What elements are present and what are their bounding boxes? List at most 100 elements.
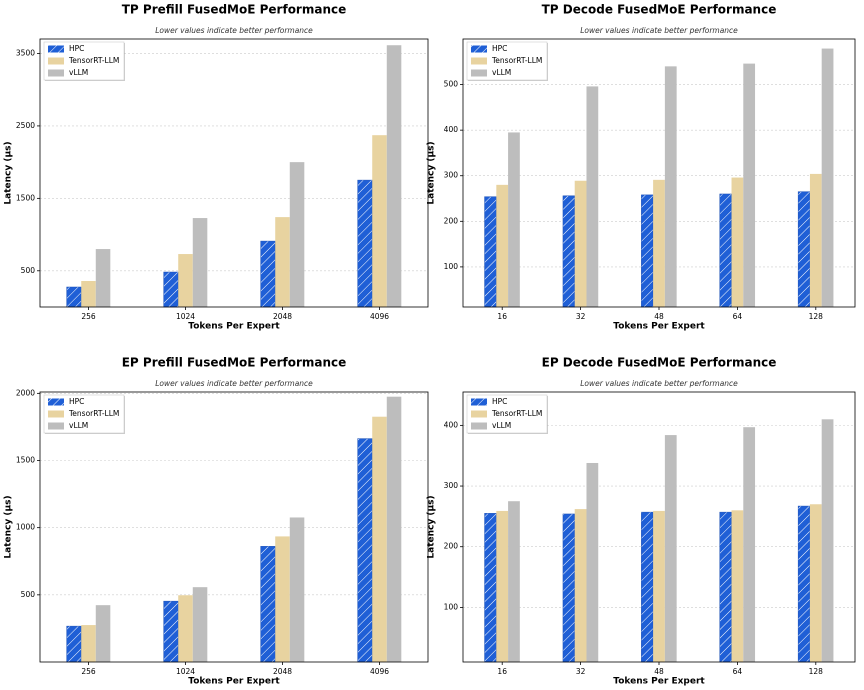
bar <box>386 45 402 308</box>
bar <box>809 173 822 307</box>
legend-label: vLLM <box>69 68 88 77</box>
bar <box>719 193 732 308</box>
legend-label: HPC <box>69 397 84 406</box>
bar <box>95 249 111 307</box>
bar <box>731 510 744 662</box>
bar <box>821 48 834 307</box>
bar <box>586 86 599 307</box>
x-tick-label: 64 <box>733 667 743 676</box>
bar <box>357 179 373 308</box>
x-tick-label: 2048 <box>273 667 292 676</box>
x-axis-label: Tokens Per Expert <box>613 677 705 687</box>
bar <box>743 427 756 662</box>
y-axis-label: Latency (μs) <box>427 141 437 204</box>
x-tick-label: 256 <box>81 312 96 321</box>
bar <box>653 510 665 662</box>
plot-frame <box>39 38 429 308</box>
bar <box>484 513 497 663</box>
bar <box>719 511 732 663</box>
bar <box>821 419 834 662</box>
legend-swatch <box>48 398 64 406</box>
y-tick-label: 100 <box>444 262 459 271</box>
chart-title: TP Prefill FusedMoE Performance <box>122 3 347 17</box>
y-tick-label: 1500 <box>16 193 35 202</box>
bar <box>484 196 497 308</box>
legend-label: vLLM <box>69 421 88 430</box>
bar <box>809 504 822 662</box>
bar <box>508 501 520 662</box>
y-tick-label: 1500 <box>16 456 35 465</box>
legend-label: TensorRT-LLM <box>68 56 119 65</box>
legend-label: TensorRT-LLM <box>491 409 542 418</box>
x-axis-label: Tokens Per Expert <box>188 322 280 332</box>
bar <box>664 66 677 307</box>
x-tick-label: 2048 <box>273 312 292 321</box>
legend-swatch <box>471 410 487 418</box>
subtitle: Lower values indicate better performance <box>155 26 313 35</box>
chart-title: EP Prefill FusedMoE Performance <box>122 356 347 370</box>
bar <box>260 546 276 663</box>
legend-swatch <box>471 69 487 77</box>
bar <box>357 438 373 663</box>
bar <box>797 191 811 308</box>
y-tick-label: 500 <box>444 80 459 89</box>
legend-swatch <box>48 69 64 77</box>
legend-label: HPC <box>492 397 507 406</box>
x-tick-label: 1024 <box>176 312 195 321</box>
bar <box>508 132 520 307</box>
bar <box>66 625 82 663</box>
legend-label: HPC <box>69 44 84 53</box>
legend-swatch <box>48 57 64 65</box>
bar <box>95 605 111 662</box>
bar <box>192 218 208 307</box>
x-tick-label: 48 <box>654 312 664 321</box>
bar <box>178 595 193 662</box>
y-tick-label: 300 <box>444 481 459 490</box>
legend-swatch <box>471 398 487 406</box>
bar <box>192 587 208 662</box>
x-tick-label: 1024 <box>176 667 195 676</box>
y-tick-label: 2000 <box>16 388 35 397</box>
legend-label: TensorRT-LLM <box>491 56 542 65</box>
y-tick-label: 200 <box>444 542 459 551</box>
legend-swatch <box>48 410 64 418</box>
y-tick-label: 100 <box>444 602 459 611</box>
x-axis-label: Tokens Per Expert <box>613 322 705 332</box>
bar <box>289 517 305 662</box>
bar <box>641 194 654 308</box>
y-tick-label: 400 <box>444 125 459 134</box>
x-tick-label: 32 <box>576 667 586 676</box>
bar <box>275 536 290 662</box>
legend-label: vLLM <box>492 421 511 430</box>
plot-frame <box>462 38 856 308</box>
y-tick-label: 300 <box>444 171 459 180</box>
y-tick-label: 200 <box>444 216 459 225</box>
bar <box>574 180 587 307</box>
x-tick-label: 256 <box>81 667 96 676</box>
legend-label: HPC <box>492 44 507 53</box>
chart-title: EP Decode FusedMoE Performance <box>542 356 777 370</box>
bar <box>66 286 82 308</box>
y-tick-label: 400 <box>444 420 459 429</box>
bar <box>664 435 677 662</box>
bar <box>574 509 587 662</box>
bar <box>386 396 402 662</box>
chart-title: TP Decode FusedMoE Performance <box>542 3 777 17</box>
y-tick-label: 1000 <box>16 523 35 532</box>
bar <box>163 271 179 308</box>
bar <box>372 416 387 662</box>
bar <box>81 280 96 307</box>
plot-frame <box>39 391 429 663</box>
y-axis-label: Latency (μs) <box>4 495 14 558</box>
legend-swatch <box>48 422 64 430</box>
legend-swatch <box>48 45 64 53</box>
bar <box>731 177 744 307</box>
plot-frame <box>462 391 856 663</box>
y-tick-label: 500 <box>21 266 36 275</box>
legend-label: vLLM <box>492 68 511 77</box>
x-axis-label: Tokens Per Expert <box>188 677 280 687</box>
bar <box>743 63 756 307</box>
y-tick-label: 500 <box>21 590 36 599</box>
x-tick-label: 4096 <box>370 667 389 676</box>
bar <box>372 135 387 307</box>
